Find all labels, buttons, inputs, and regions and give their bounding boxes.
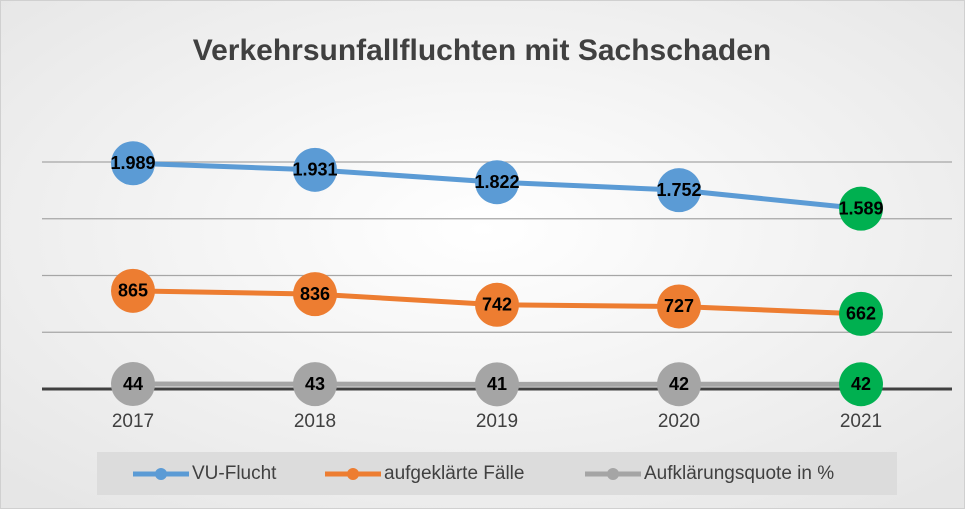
data-label: 836 bbox=[300, 284, 330, 304]
data-label: 1.589 bbox=[838, 198, 883, 218]
legend-symbol bbox=[607, 468, 619, 480]
data-label: 1.822 bbox=[474, 172, 519, 192]
legend-symbol bbox=[155, 468, 167, 480]
data-label: 43 bbox=[305, 374, 325, 394]
data-label: 727 bbox=[664, 296, 694, 316]
data-label: 865 bbox=[118, 281, 148, 301]
data-label: 1.989 bbox=[110, 153, 155, 173]
data-label: 1.931 bbox=[292, 160, 337, 180]
data-label: 662 bbox=[846, 304, 876, 324]
chart-title: Verkehrsunfallfluchten mit Sachschaden bbox=[193, 34, 772, 67]
legend-symbol bbox=[347, 468, 359, 480]
x-tick-label: 2018 bbox=[294, 411, 336, 432]
x-tick-label: 2020 bbox=[658, 411, 700, 432]
legend-label: VU-Flucht bbox=[192, 463, 277, 484]
data-label: 41 bbox=[487, 374, 507, 394]
x-tick-label: 2017 bbox=[112, 411, 154, 432]
data-label: 1.752 bbox=[656, 180, 701, 200]
legend-label: aufgeklärte Fälle bbox=[384, 463, 524, 484]
data-label: 44 bbox=[123, 374, 143, 394]
legend-label: Aufklärungsquote in % bbox=[644, 463, 834, 484]
x-tick-label: 2019 bbox=[476, 411, 518, 432]
data-label: 42 bbox=[851, 374, 871, 394]
x-tick-label: 2021 bbox=[840, 411, 882, 432]
data-label: 42 bbox=[669, 374, 689, 394]
data-label: 742 bbox=[482, 295, 512, 315]
